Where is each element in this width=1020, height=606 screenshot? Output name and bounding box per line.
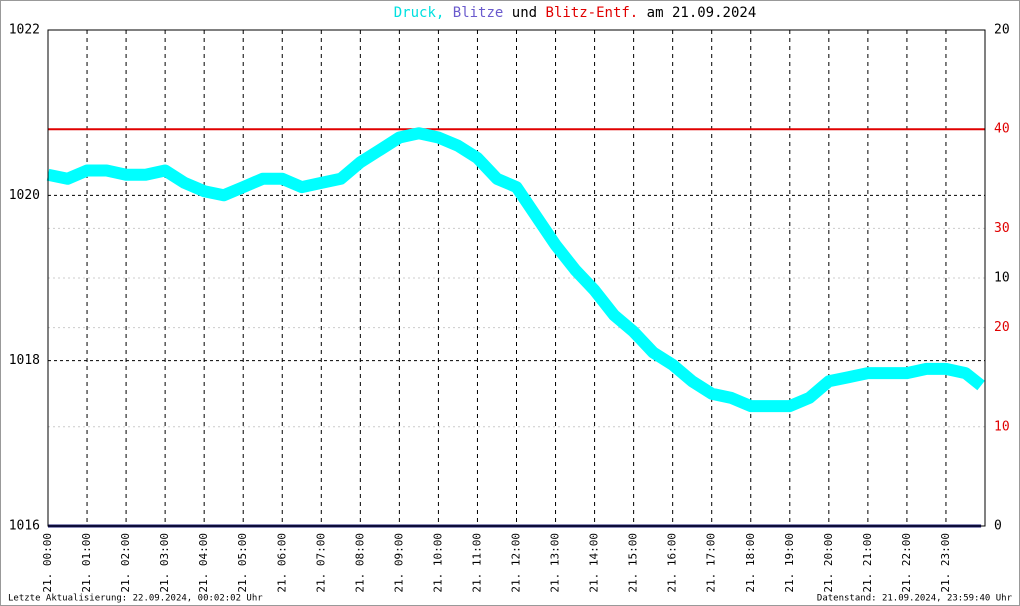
x-tick-label: 21. 11:00 [470, 533, 483, 593]
y3-tick-label: 30 [994, 221, 1010, 236]
title-part: Druck, [394, 5, 445, 21]
x-tick-label: 21. 17:00 [705, 533, 718, 593]
series-line [46, 127, 985, 413]
x-tick-label: 21. 09:00 [392, 533, 405, 593]
plot-frame [47, 29, 986, 527]
y-tick-label: 1018 [9, 353, 40, 368]
title-part: und [512, 5, 537, 21]
chart-title: Druck, Blitze und Blitz-Entf. am 21.09.2… [394, 5, 757, 21]
x-tick-label: 21. 23:00 [939, 533, 952, 593]
y2-tick-label: 10 [994, 271, 1010, 286]
y-tick-label: 1016 [9, 519, 40, 534]
x-tick-label: 21. 10:00 [431, 533, 444, 593]
x-tick-label: 21. 08:00 [353, 533, 366, 593]
x-tick-label: 21. 04:00 [197, 533, 210, 593]
y3-tick-label: 40 [994, 122, 1010, 137]
x-tick-label: 21. 22:00 [900, 533, 913, 593]
title-part: Blitz-Entf. [546, 5, 639, 21]
footer-left: Letzte Aktualisierung: 22.09.2024, 00:02… [8, 594, 263, 604]
x-tick-label: 21. 21:00 [861, 533, 874, 593]
x-tick-label: 21. 06:00 [275, 533, 288, 593]
x-tick-label: 21. 12:00 [510, 533, 523, 593]
x-tick-label: 21. 01:00 [80, 533, 93, 593]
x-tick-label: 21. 05:00 [236, 533, 249, 593]
y-tick-label: 1022 [9, 23, 40, 38]
x-tick-label: 21. 14:00 [588, 533, 601, 593]
x-tick-label: 21. 16:00 [666, 533, 679, 593]
x-tick-label: 21. 15:00 [627, 533, 640, 593]
y2-tick-label: 20 [994, 23, 1010, 38]
y3-tick-label: 20 [994, 320, 1010, 335]
x-tick-label: 21. 02:00 [119, 533, 132, 593]
title-part: Blitze [453, 5, 504, 21]
y-tick-label: 1020 [9, 188, 40, 203]
y2-tick-label: 0 [994, 519, 1002, 534]
y3-tick-label: 10 [994, 419, 1010, 434]
x-tick-label: 21. 20:00 [822, 533, 835, 593]
title-part: am 21.09.2024 [647, 5, 757, 21]
x-tick-label: 21. 00:00 [41, 533, 54, 593]
x-tick-label: 21. 03:00 [158, 533, 171, 593]
x-tick-label: 21. 19:00 [783, 533, 796, 593]
x-tick-label: 21. 18:00 [744, 533, 757, 593]
x-tick-label: 21. 13:00 [549, 533, 562, 593]
footer-right: Datenstand: 21.09.2024, 23:59:40 Uhr [817, 594, 1013, 604]
x-tick-label: 21. 07:00 [314, 533, 327, 593]
